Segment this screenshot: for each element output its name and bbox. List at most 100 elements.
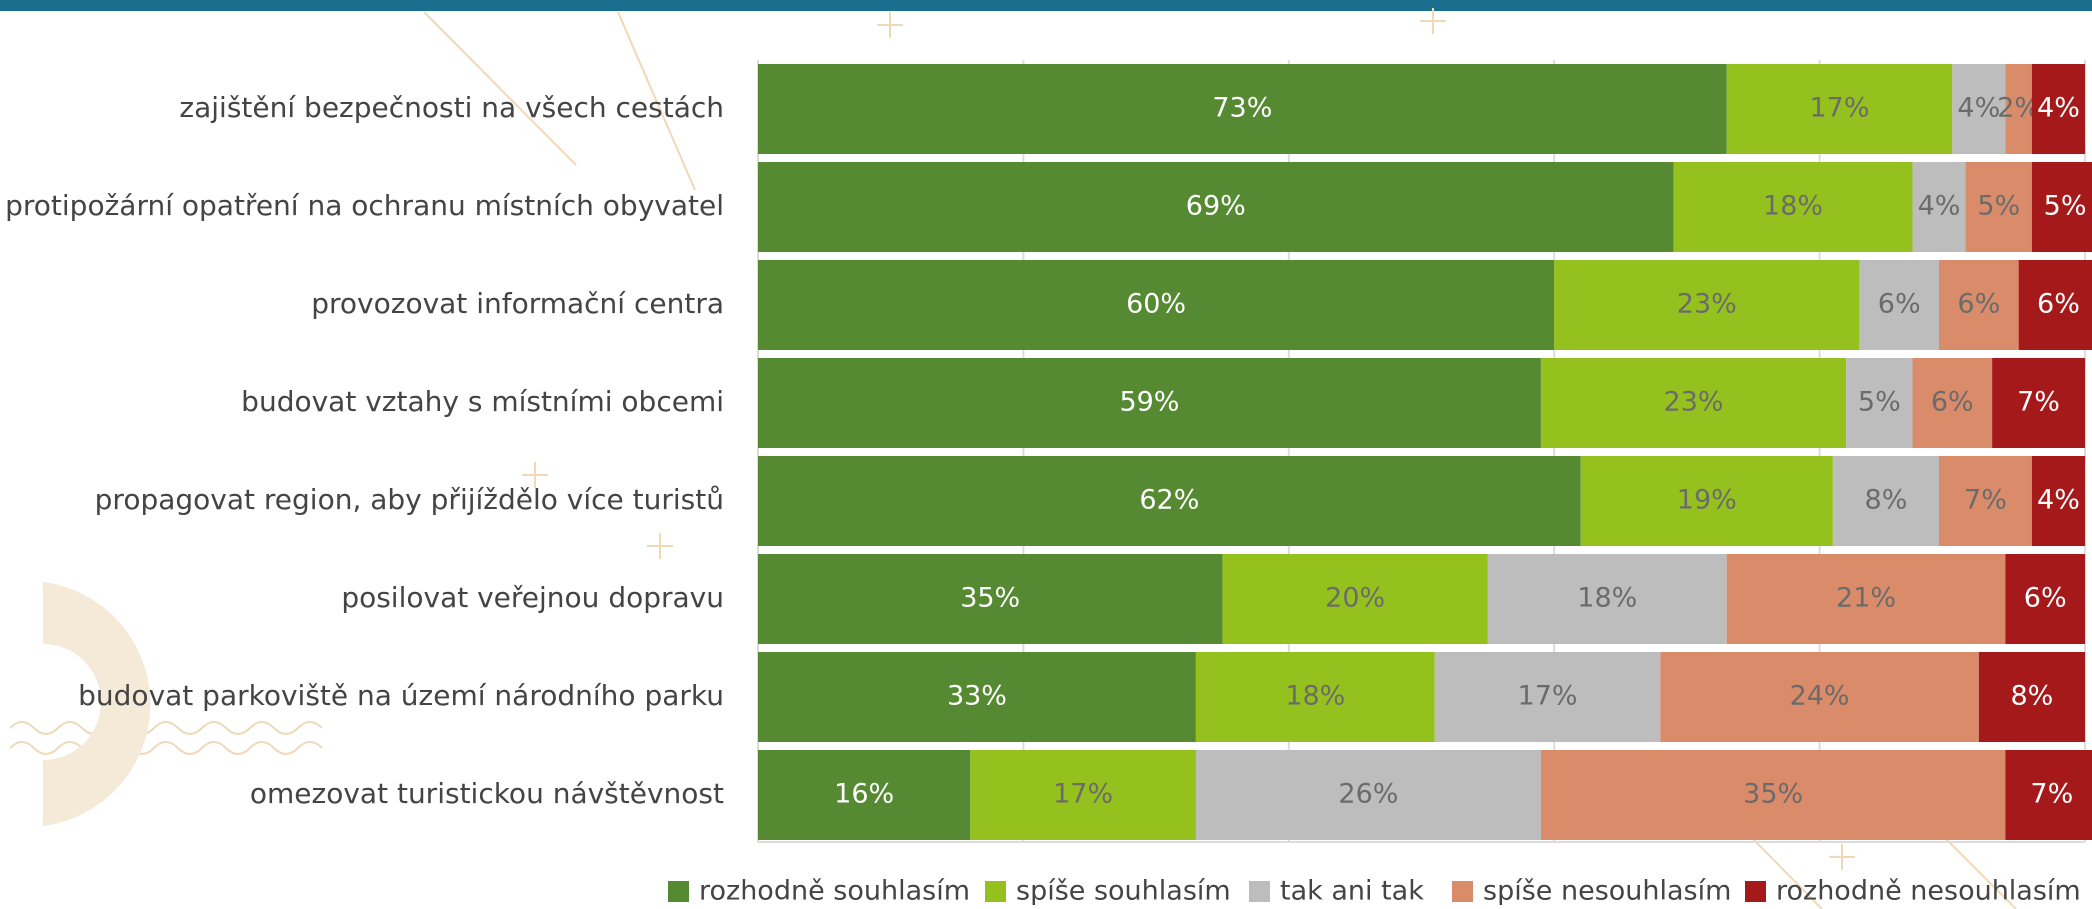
bar-segment xyxy=(758,652,1196,742)
bar-segment xyxy=(2005,64,2032,154)
legend-label: tak ani tak xyxy=(1280,876,1424,907)
data-label: 33% xyxy=(947,681,1007,712)
data-label: 18% xyxy=(1763,191,1823,222)
bar-segment xyxy=(758,456,1581,546)
bar-segment xyxy=(2031,64,2085,154)
data-label: 17% xyxy=(1809,93,1869,124)
data-label: 4% xyxy=(1957,93,2000,124)
bar-segment xyxy=(758,64,1727,154)
data-label: 4% xyxy=(2037,485,2080,516)
legend-swatch xyxy=(1452,881,1473,902)
data-label: 7% xyxy=(2030,779,2073,810)
bar-segment xyxy=(1195,750,1541,840)
data-label: 18% xyxy=(1577,583,1637,614)
data-label: 35% xyxy=(960,583,1020,614)
category-label: budovat parkoviště na území národního pa… xyxy=(78,679,724,712)
data-label: 26% xyxy=(1338,779,1398,810)
bar-segment xyxy=(758,554,1223,644)
data-label: 8% xyxy=(1865,485,1908,516)
category-label: posilovat veřejnou dopravu xyxy=(341,581,724,614)
legend-label: rozhodně nesouhlasím xyxy=(1776,876,2081,907)
bar-segment xyxy=(1912,358,1993,448)
bar-segment xyxy=(2031,162,2092,252)
category-label: budovat vztahy s místními obcemi xyxy=(241,385,724,418)
data-label: 6% xyxy=(1957,289,2000,320)
legend-swatch xyxy=(668,881,689,902)
bar-segment xyxy=(1992,358,2085,448)
bar-segment xyxy=(1846,358,1913,448)
data-label: 6% xyxy=(1931,387,1974,418)
bar-segment xyxy=(1487,554,1727,644)
data-label: 60% xyxy=(1126,289,1186,320)
bar-segment xyxy=(2031,456,2085,546)
data-label: 69% xyxy=(1186,191,1246,222)
legend-swatch xyxy=(1745,881,1766,902)
legend-swatch xyxy=(1249,881,1270,902)
bar-segment xyxy=(1726,554,2006,644)
data-label: 21% xyxy=(1836,583,1896,614)
bar-segment xyxy=(1859,260,1940,350)
bar-segment xyxy=(1580,456,1833,546)
data-label: 5% xyxy=(1858,387,1901,418)
bar-segment xyxy=(1673,162,1913,252)
data-label: 24% xyxy=(1790,681,1850,712)
category-label: protipožární opatření na ochranu místníc… xyxy=(5,189,724,222)
data-label: 19% xyxy=(1677,485,1737,516)
data-label: 6% xyxy=(2024,583,2067,614)
bar-segment xyxy=(758,750,971,840)
data-label: 35% xyxy=(1743,779,1803,810)
bar-segment xyxy=(758,162,1674,252)
top-strip xyxy=(0,0,2092,11)
data-label: 5% xyxy=(2044,191,2087,222)
bar-segment xyxy=(1939,260,2019,350)
bar-segment xyxy=(1912,162,1966,252)
data-label: 18% xyxy=(1285,681,1345,712)
category-label: propagovat region, aby přijíždělo více t… xyxy=(95,483,724,516)
category-label: provozovat informační centra xyxy=(311,287,724,320)
legend-swatch xyxy=(985,881,1006,902)
legend-label: spíše nesouhlasím xyxy=(1483,876,1731,907)
data-label: 4% xyxy=(2037,93,2080,124)
legend-label: spíše souhlasím xyxy=(1016,876,1231,907)
bar-segment xyxy=(1434,652,1661,742)
bar-segment xyxy=(1952,64,2006,154)
data-label: 62% xyxy=(1139,485,1199,516)
bar-segment xyxy=(1965,162,2032,252)
data-label: 16% xyxy=(834,779,894,810)
data-label: 7% xyxy=(1964,485,2007,516)
bar-segment xyxy=(1540,358,1847,448)
bar-segment xyxy=(1978,652,2085,742)
data-label: 8% xyxy=(2010,681,2053,712)
data-label: 59% xyxy=(1119,387,1179,418)
data-label: 23% xyxy=(1677,289,1737,320)
data-label: 20% xyxy=(1325,583,1385,614)
data-label: 6% xyxy=(1878,289,1921,320)
data-label: 17% xyxy=(1518,681,1578,712)
legend-label: rozhodně souhlasím xyxy=(699,876,970,907)
data-label: 5% xyxy=(1977,191,2020,222)
bar-segment xyxy=(970,750,1196,840)
bar-segment xyxy=(2005,554,2085,644)
data-label: 23% xyxy=(1664,387,1724,418)
data-label: 6% xyxy=(2037,289,2080,320)
bar-segment xyxy=(758,260,1555,350)
bar-segment xyxy=(1540,750,2006,840)
data-label: 73% xyxy=(1212,93,1272,124)
decoration-arc xyxy=(43,582,151,826)
bar-segment xyxy=(1195,652,1435,742)
data-label: 7% xyxy=(2017,387,2060,418)
bar-segment xyxy=(1939,456,2032,546)
category-label: zajištění bezpečnosti na všech cestách xyxy=(179,91,724,124)
bar-segment xyxy=(2018,260,2092,350)
bar-segment xyxy=(758,358,1541,448)
bar-segment xyxy=(1726,64,1953,154)
bar-segment xyxy=(1222,554,1488,644)
bar-segment xyxy=(2005,750,2092,840)
data-label: 17% xyxy=(1053,779,1113,810)
category-label: omezovat turistickou návštěvnost xyxy=(250,777,724,810)
bar-segment xyxy=(1660,652,1979,742)
bar-segment xyxy=(1554,260,1860,350)
decoration xyxy=(9,8,2017,909)
